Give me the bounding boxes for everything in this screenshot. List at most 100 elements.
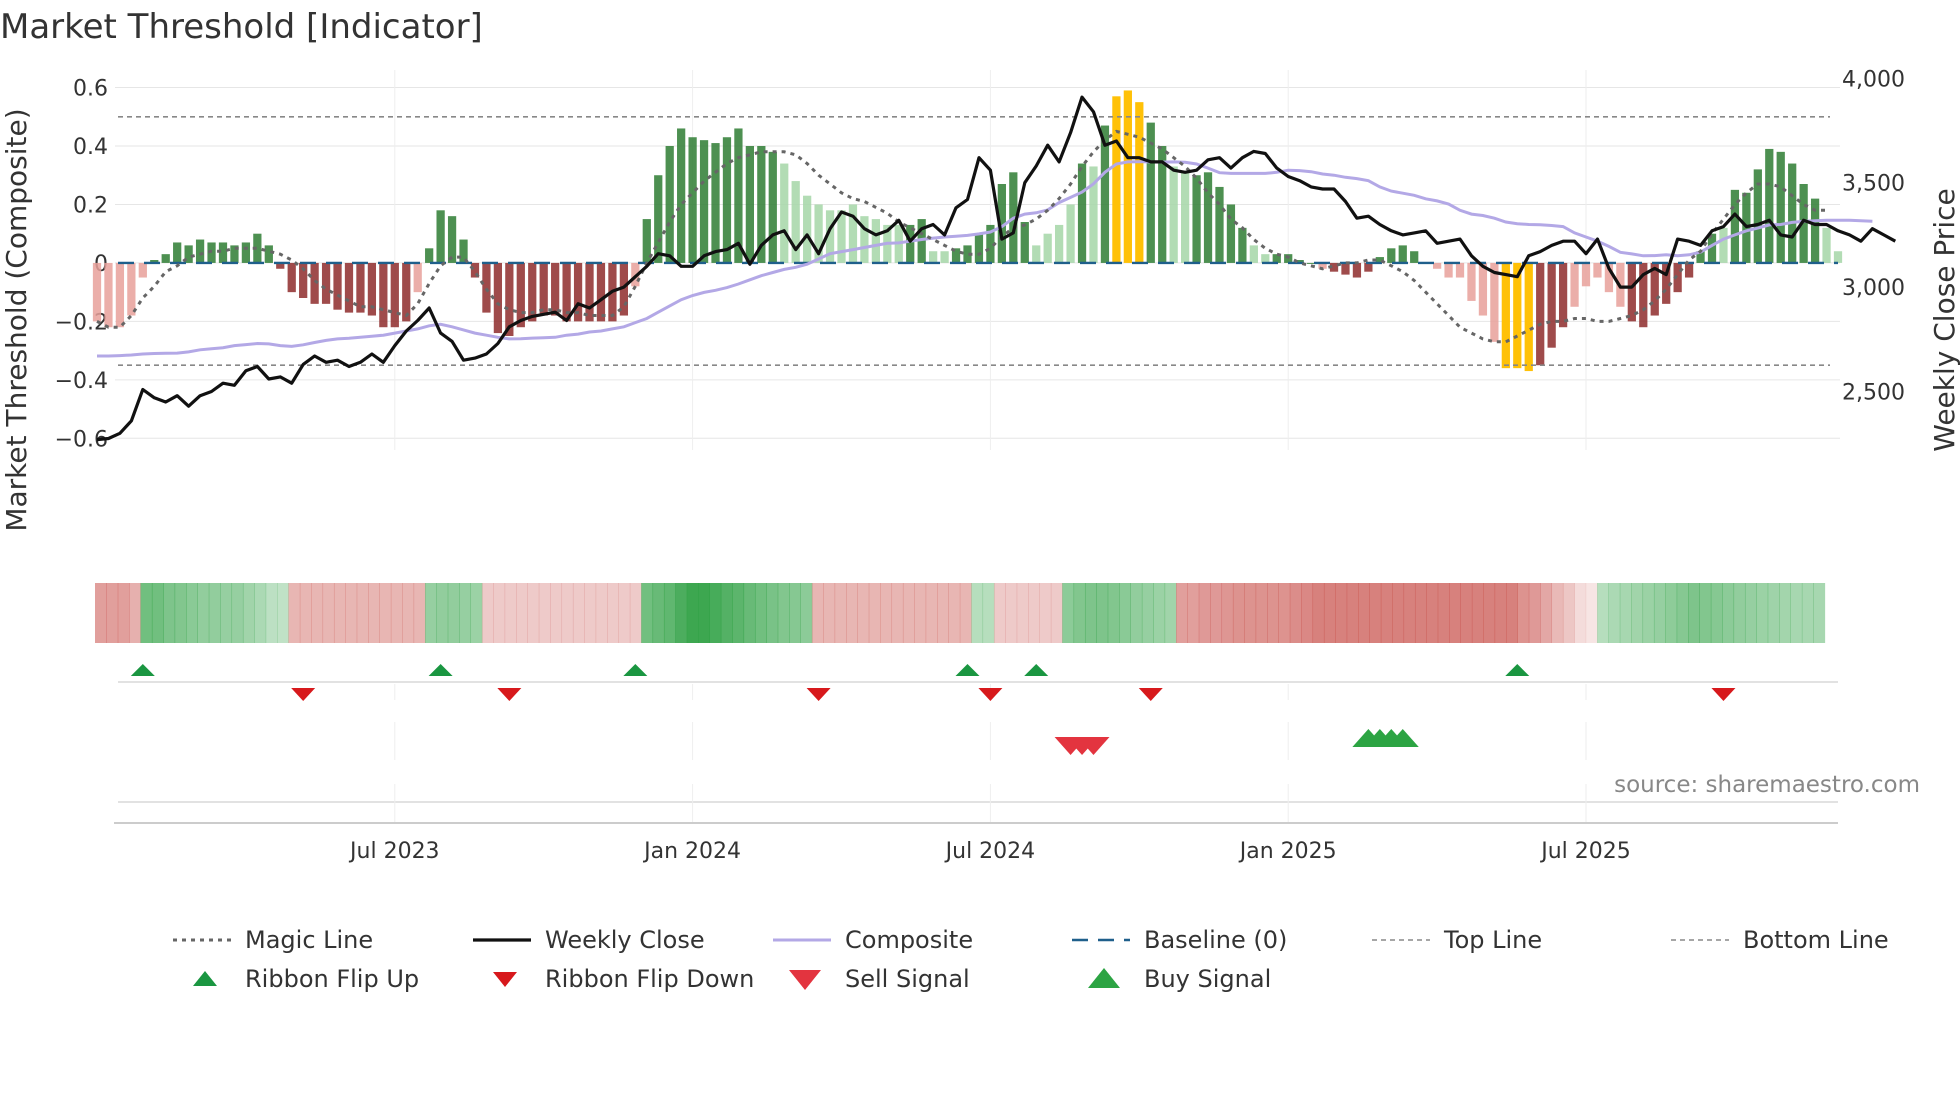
composite-bar	[493, 262, 503, 334]
ribbon-flip-up-marker	[428, 664, 453, 676]
ribbon-cell	[1676, 583, 1689, 643]
ribbon-cell	[1619, 583, 1632, 643]
ribbon-cell	[686, 583, 699, 643]
ribbon-flip-down-marker	[806, 688, 831, 701]
composite-bar	[379, 262, 388, 328]
composite-bar	[1513, 262, 1522, 369]
composite-bar	[321, 262, 331, 304]
left-tick-label: 0.2	[73, 193, 108, 218]
x-tick-label: Jan 2025	[1238, 839, 1337, 864]
ribbon-cell	[481, 583, 494, 643]
ribbon-cell	[902, 583, 915, 643]
composite-bar	[734, 128, 743, 263]
ribbon-cell	[595, 583, 608, 643]
ribbon-cell	[117, 583, 130, 643]
composite-bar	[1318, 262, 1327, 269]
x-tick-label: Jul 2025	[1539, 839, 1631, 864]
ribbon-cell	[1540, 583, 1553, 643]
composite-bar	[390, 262, 399, 328]
ribbon-cell	[1141, 583, 1154, 643]
ribbon-flip-down-marker	[291, 688, 316, 701]
ribbon-cell	[1744, 583, 1757, 643]
legend-label: Ribbon Flip Up	[245, 965, 419, 993]
ribbon-cell	[1688, 583, 1700, 643]
ribbon-cell	[584, 583, 597, 643]
ribbon-cell	[413, 583, 426, 643]
composite-bar	[1146, 122, 1155, 263]
composite-bar	[1730, 189, 1740, 263]
composite-bar	[1169, 166, 1178, 263]
composite-bar	[654, 175, 663, 263]
ribbon-cell	[516, 583, 528, 643]
composite-bar	[1329, 262, 1339, 272]
ribbon-cell	[129, 583, 142, 643]
ribbon-cell	[1084, 583, 1097, 643]
ribbon-cell	[823, 583, 836, 643]
ribbon-cell	[242, 583, 255, 643]
composite-bar	[1547, 262, 1556, 348]
composite-bar	[299, 262, 308, 298]
ribbon-cell	[777, 583, 790, 643]
composite-bar	[791, 181, 800, 263]
composite-bar	[1020, 222, 1029, 263]
composite-bar	[1536, 262, 1545, 366]
composite-bar	[1765, 148, 1774, 263]
composite-bar	[1833, 251, 1843, 263]
composite-bar	[195, 239, 205, 263]
composite-bar	[1753, 169, 1762, 263]
ribbon-cell	[1460, 583, 1473, 643]
composite-bar	[344, 262, 354, 313]
ribbon-cell	[652, 583, 665, 643]
ribbon-cell	[743, 583, 756, 643]
composite-bar	[1799, 184, 1808, 263]
composite-bar	[1043, 233, 1052, 263]
ribbon-cell	[1471, 583, 1484, 643]
ribbon-cell	[1801, 583, 1814, 643]
composite-bar	[161, 254, 170, 263]
composite-bar	[1501, 262, 1510, 369]
composite-bar	[1776, 151, 1785, 263]
composite-bar	[1639, 262, 1648, 328]
ribbon-cell	[1039, 583, 1052, 643]
ribbon-panel	[95, 583, 1826, 643]
composite-bar	[539, 262, 548, 316]
legend-swatch-sell	[789, 970, 821, 990]
ribbon-cell	[208, 583, 221, 643]
ribbon-cell	[1176, 583, 1188, 643]
composite-bar	[562, 262, 571, 322]
ribbon-cell	[1358, 583, 1370, 643]
legend-label: Composite	[845, 926, 973, 954]
composite-bar	[585, 262, 594, 322]
x-tick-label: Jul 2023	[348, 839, 440, 864]
ribbon-cell	[1130, 583, 1143, 643]
ribbon-flip-up-marker	[1505, 664, 1530, 676]
ribbon-cell	[1528, 583, 1541, 643]
ribbon-cell	[982, 583, 995, 643]
legend-label: Top Line	[1443, 926, 1542, 954]
ribbon-cell	[834, 583, 847, 643]
left-axis-label: Market Threshold (Composite)	[0, 108, 33, 531]
composite-bar	[230, 245, 239, 263]
composite-bar	[677, 128, 686, 263]
composite-bar	[757, 146, 766, 263]
composite-bar	[745, 146, 754, 263]
composite-bar	[837, 210, 846, 263]
ribbon-flip-up-marker	[130, 664, 155, 676]
composite-bar	[814, 204, 823, 263]
composite-bar	[1123, 90, 1132, 263]
right-tick-label: 4,000	[1842, 67, 1905, 92]
ribbon-cell	[379, 583, 392, 643]
ribbon-cell	[1187, 583, 1200, 643]
ribbon-cell	[311, 583, 324, 643]
composite-bar	[573, 262, 583, 322]
legend-swatch-flip-down	[493, 972, 517, 987]
composite-bar	[1181, 172, 1190, 263]
legend-label: Magic Line	[245, 926, 373, 954]
composite-bar	[1272, 254, 1281, 263]
ribbon-cell	[1312, 583, 1325, 643]
composite-bar	[184, 245, 193, 263]
ribbon-cell	[368, 583, 380, 643]
composite-bar	[276, 262, 285, 269]
ribbon-cell	[1551, 583, 1564, 643]
